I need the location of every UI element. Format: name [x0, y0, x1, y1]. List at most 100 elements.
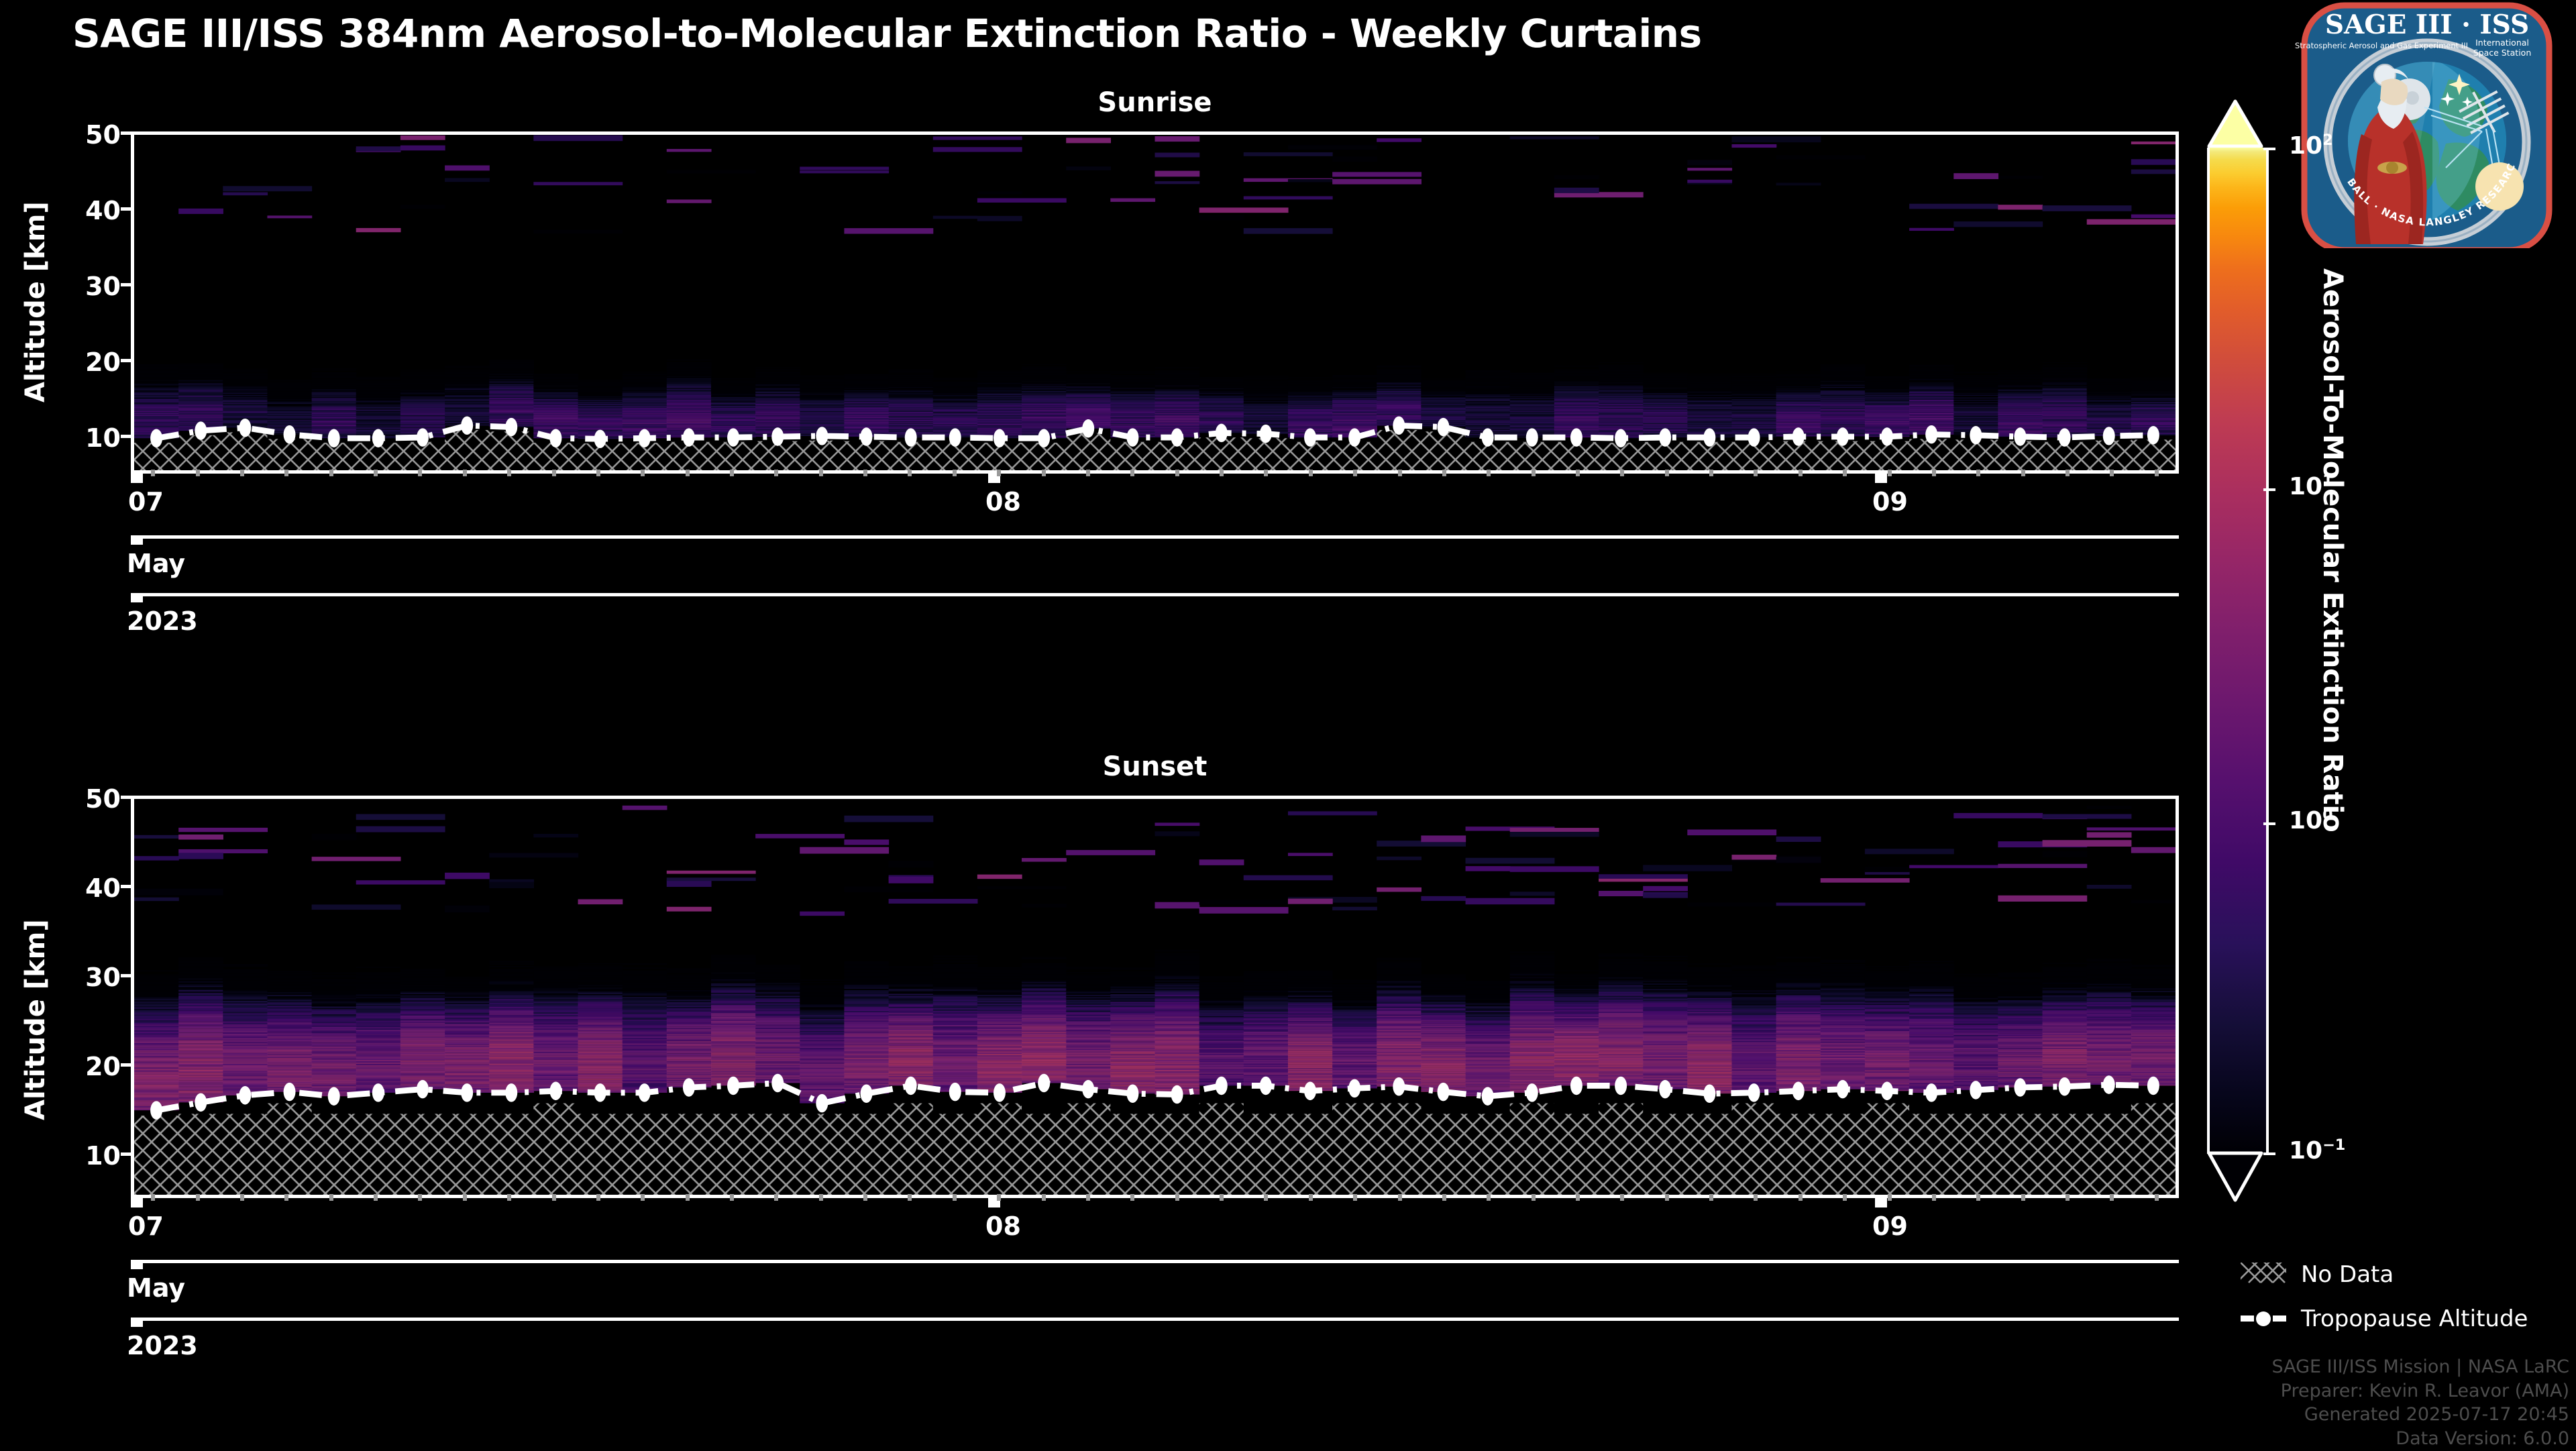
noise-streak-cell	[1776, 156, 1866, 160]
heatmap-cell	[800, 397, 845, 398]
heatmap-cell	[578, 1004, 623, 1006]
heatmap-cell	[1687, 394, 1732, 395]
heatmap-cell	[578, 1014, 623, 1016]
heatmap-cell	[1731, 418, 1776, 419]
heatmap-cell	[134, 1004, 179, 1006]
heatmap-cell	[1554, 414, 1599, 415]
heatmap-cell	[356, 972, 401, 973]
heatmap-cell	[223, 1075, 268, 1076]
heatmap-cell	[400, 1036, 445, 1038]
heatmap-cell	[1776, 413, 1821, 414]
heatmap-cell	[267, 987, 312, 989]
heatmap-cell	[312, 1061, 357, 1062]
heatmap-cell	[889, 396, 934, 397]
noise-streak-cell	[1377, 138, 1421, 142]
heatmap-cell	[1244, 391, 1289, 392]
heatmap-cell	[445, 1016, 490, 1018]
heatmap-cell	[933, 399, 978, 400]
heatmap-cell	[445, 412, 490, 413]
heatmap-cell	[356, 1022, 401, 1023]
heatmap-cell	[800, 415, 845, 416]
heatmap-cell	[223, 384, 268, 385]
heatmap-cell	[178, 1026, 223, 1027]
heatmap-cell	[223, 1067, 268, 1068]
heatmap-cell	[489, 1034, 534, 1036]
heatmap-cell	[312, 1002, 357, 1003]
heatmap-cell	[844, 400, 889, 401]
heatmap-cell	[1599, 423, 1644, 424]
noise-streak-cell	[1288, 145, 1377, 150]
heatmap-cell	[1776, 386, 1821, 387]
heatmap-cell	[1510, 398, 1555, 399]
heatmap-cell	[1821, 424, 1866, 425]
heatmap-cell	[356, 1053, 401, 1055]
heatmap-cell	[844, 407, 889, 408]
heatmap-cell	[1953, 392, 1998, 393]
heatmap-cell	[844, 411, 889, 412]
heatmap-cell	[356, 975, 401, 976]
heatmap-cell	[400, 987, 445, 988]
heatmap-cell	[267, 1078, 312, 1079]
heatmap-cell	[1244, 386, 1289, 387]
heatmap-cell	[755, 391, 800, 392]
heatmap-cell	[312, 385, 357, 386]
heatmap-cell	[1155, 390, 1200, 391]
heatmap-cell	[1466, 425, 1511, 426]
heatmap-cell	[267, 1055, 312, 1057]
heatmap-cell	[400, 1030, 445, 1032]
heatmap-cell	[578, 417, 623, 418]
heatmap-cell	[1022, 417, 1067, 418]
heatmap-cell	[1599, 412, 1644, 413]
heatmap-cell	[1244, 394, 1289, 395]
heatmap-cell	[1022, 421, 1067, 422]
heatmap-cell	[134, 990, 179, 991]
heatmap-cell	[356, 1002, 401, 1004]
heatmap-cell	[933, 394, 978, 395]
heatmap-cell	[533, 971, 578, 973]
heatmap-cell	[578, 1020, 623, 1021]
heatmap-cell	[578, 420, 623, 421]
heatmap-cell	[1288, 406, 1333, 407]
heatmap-cell	[1953, 385, 1998, 386]
heatmap-cell	[445, 389, 490, 390]
heatmap-cell	[445, 1004, 490, 1006]
heatmap-cell	[312, 1063, 357, 1065]
tropopause-marker	[949, 428, 961, 446]
heatmap-cell	[1022, 367, 1067, 368]
heatmap-cell	[1776, 411, 1821, 412]
heatmap-cell	[312, 373, 357, 374]
heatmap-cell	[1332, 377, 1377, 378]
heatmap-cell	[1554, 422, 1599, 423]
heatmap-cell	[445, 1028, 490, 1030]
heatmap-cell	[578, 990, 623, 991]
heatmap-cell	[1599, 396, 1644, 397]
heatmap-cell	[889, 399, 934, 400]
heatmap-cell	[356, 390, 401, 391]
heatmap-cell	[844, 396, 889, 397]
heatmap-cell	[356, 405, 401, 406]
heatmap-cell	[667, 425, 712, 426]
heatmap-cell	[356, 411, 401, 412]
heatmap-cell	[489, 982, 534, 983]
heatmap-cell	[578, 1002, 623, 1003]
heatmap-cell	[711, 422, 756, 423]
heatmap-cell	[844, 426, 889, 427]
heatmap-cell	[977, 375, 1022, 376]
heatmap-cell	[267, 1046, 312, 1048]
heatmap-cell	[267, 1029, 312, 1030]
heatmap-cell	[1776, 391, 1821, 392]
tropopause-marker	[505, 418, 517, 436]
heatmap-cell	[134, 386, 179, 387]
heatmap-cell	[134, 376, 179, 377]
tropopause-marker	[1570, 428, 1582, 446]
heatmap-cell	[578, 1052, 623, 1053]
heatmap-cell	[356, 1073, 401, 1075]
heatmap-cell	[223, 1031, 268, 1032]
tropopause-marker	[1881, 427, 1893, 445]
heatmap-cell	[1510, 419, 1555, 420]
noise-streak-cell	[933, 216, 978, 219]
heatmap-cell	[1731, 395, 1776, 396]
heatmap-cell	[578, 1042, 623, 1044]
heatmap-cell	[312, 996, 357, 998]
heatmap-cell	[312, 984, 357, 985]
